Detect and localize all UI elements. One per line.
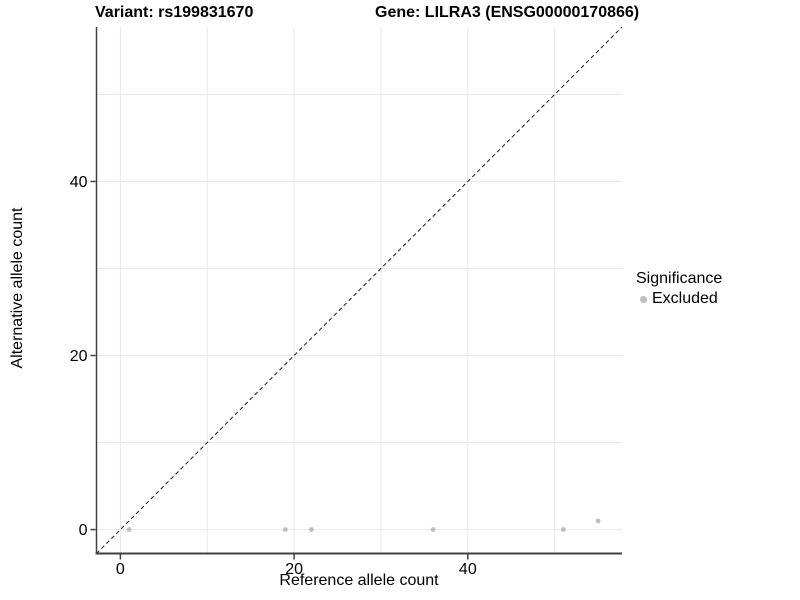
x-tick-label: 0 — [116, 561, 125, 578]
legend: Significance Excluded — [636, 269, 722, 309]
legend-item-excluded: Excluded — [636, 289, 722, 309]
data-point — [283, 527, 288, 532]
data-point — [126, 527, 132, 532]
legend-title: Significance — [636, 270, 723, 287]
data-point — [560, 527, 566, 532]
y-tick-label: 20 — [70, 348, 88, 365]
excluded-point-icon — [640, 295, 647, 303]
variant-title: Variant: rs199831670 — [95, 4, 254, 21]
y-tick-label: 0 — [79, 522, 88, 539]
y-tick-label: 40 — [70, 174, 88, 191]
gene-title: Gene: LILRA3 (ENSG00000170866) — [375, 4, 640, 21]
x-tick-label: 20 — [285, 561, 303, 578]
data-point — [430, 527, 436, 532]
legend-item-label: Excluded — [652, 290, 718, 307]
data-point — [595, 518, 601, 524]
x-axis-label: Reference allele count — [279, 572, 439, 589]
data-point — [309, 527, 314, 532]
y-axis-label: Alternative allele count — [9, 207, 26, 369]
x-tick-label: 40 — [459, 561, 477, 578]
identity-line — [96, 26, 623, 554]
